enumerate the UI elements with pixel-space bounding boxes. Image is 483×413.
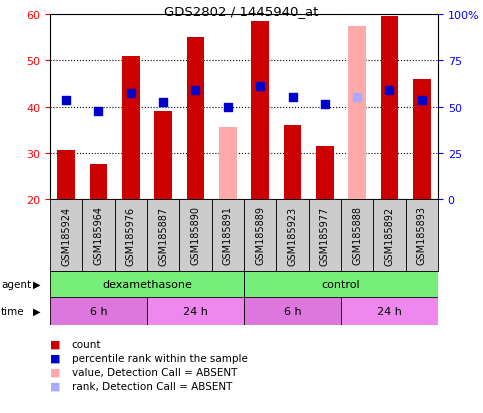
Bar xyxy=(406,199,438,271)
Point xyxy=(127,90,135,97)
Bar xyxy=(179,199,212,271)
Point xyxy=(321,102,329,108)
Text: GSM185976: GSM185976 xyxy=(126,206,136,265)
Bar xyxy=(276,199,309,271)
Text: GSM185924: GSM185924 xyxy=(61,206,71,265)
Bar xyxy=(212,199,244,271)
Text: GSM185889: GSM185889 xyxy=(255,206,265,265)
Point xyxy=(224,104,232,111)
Bar xyxy=(57,151,75,199)
Text: percentile rank within the sample: percentile rank within the sample xyxy=(72,353,248,363)
Text: GSM185891: GSM185891 xyxy=(223,206,233,265)
Point xyxy=(289,95,297,101)
Bar xyxy=(381,17,398,199)
Bar xyxy=(373,199,406,271)
Text: agent: agent xyxy=(1,279,31,289)
Point xyxy=(159,99,167,106)
Bar xyxy=(147,297,244,325)
Bar xyxy=(251,22,269,199)
Bar xyxy=(316,147,334,199)
Text: 24 h: 24 h xyxy=(183,306,208,316)
Bar xyxy=(244,271,438,297)
Text: ■: ■ xyxy=(50,339,60,349)
Bar xyxy=(122,57,140,199)
Text: ■: ■ xyxy=(50,353,60,363)
Text: 6 h: 6 h xyxy=(90,306,107,316)
Text: ■: ■ xyxy=(50,381,60,391)
Bar xyxy=(413,80,431,199)
Text: 24 h: 24 h xyxy=(377,306,402,316)
Text: GSM185890: GSM185890 xyxy=(190,206,200,265)
Bar xyxy=(50,271,244,297)
Bar xyxy=(50,199,82,271)
Bar xyxy=(341,199,373,271)
Text: GSM185977: GSM185977 xyxy=(320,206,330,265)
Bar xyxy=(244,199,276,271)
Text: value, Detection Call = ABSENT: value, Detection Call = ABSENT xyxy=(72,367,237,377)
Text: time: time xyxy=(1,306,25,316)
Text: ▶: ▶ xyxy=(33,279,41,289)
Text: GSM185892: GSM185892 xyxy=(384,206,395,265)
Bar xyxy=(309,199,341,271)
Bar xyxy=(284,126,301,199)
Bar xyxy=(341,297,438,325)
Text: rank, Detection Call = ABSENT: rank, Detection Call = ABSENT xyxy=(72,381,232,391)
Point xyxy=(62,97,70,104)
Point xyxy=(353,95,361,101)
Text: 6 h: 6 h xyxy=(284,306,301,316)
Point xyxy=(95,109,102,115)
Text: ■: ■ xyxy=(50,367,60,377)
Text: GDS2802 / 1445940_at: GDS2802 / 1445940_at xyxy=(164,5,319,18)
Text: ▶: ▶ xyxy=(33,306,41,316)
Bar xyxy=(147,199,179,271)
Text: dexamethasone: dexamethasone xyxy=(102,279,192,289)
Bar xyxy=(90,165,107,199)
Bar xyxy=(186,38,204,199)
Bar xyxy=(219,128,237,199)
Bar xyxy=(154,112,172,199)
Bar xyxy=(244,297,341,325)
Point xyxy=(385,88,393,95)
Text: control: control xyxy=(322,279,360,289)
Text: count: count xyxy=(72,339,101,349)
Text: GSM185964: GSM185964 xyxy=(94,206,103,265)
Bar xyxy=(50,297,147,325)
Bar xyxy=(82,199,114,271)
Point xyxy=(192,88,199,95)
Point xyxy=(418,97,426,104)
Text: GSM185893: GSM185893 xyxy=(417,206,427,265)
Bar xyxy=(348,26,366,199)
Text: GSM185923: GSM185923 xyxy=(287,206,298,265)
Text: GSM185888: GSM185888 xyxy=(352,206,362,265)
Text: GSM185887: GSM185887 xyxy=(158,206,168,265)
Point xyxy=(256,83,264,90)
Bar xyxy=(114,199,147,271)
